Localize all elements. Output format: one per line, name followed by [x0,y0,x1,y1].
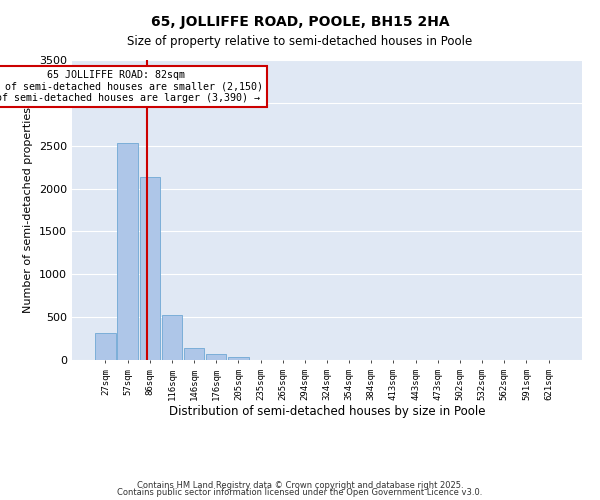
Bar [228,357,248,360]
Text: Contains HM Land Registry data © Crown copyright and database right 2025.: Contains HM Land Registry data © Crown c… [137,480,463,490]
Bar [118,143,138,360]
Bar [206,354,226,360]
Bar [95,334,116,360]
X-axis label: Distribution of semi-detached houses by size in Poole: Distribution of semi-detached houses by … [169,406,485,418]
Bar [161,314,182,360]
Text: Size of property relative to semi-detached houses in Poole: Size of property relative to semi-detach… [127,35,473,48]
Text: 65, JOLLIFFE ROAD, POOLE, BH15 2HA: 65, JOLLIFFE ROAD, POOLE, BH15 2HA [151,15,449,29]
Bar [140,178,160,360]
Text: 65 JOLLIFFE ROAD: 82sqm
← 38% of semi-detached houses are smaller (2,150)
60% of: 65 JOLLIFFE ROAD: 82sqm ← 38% of semi-de… [0,70,263,104]
Text: Contains public sector information licensed under the Open Government Licence v3: Contains public sector information licen… [118,488,482,497]
Bar [184,348,204,360]
Y-axis label: Number of semi-detached properties: Number of semi-detached properties [23,107,34,313]
